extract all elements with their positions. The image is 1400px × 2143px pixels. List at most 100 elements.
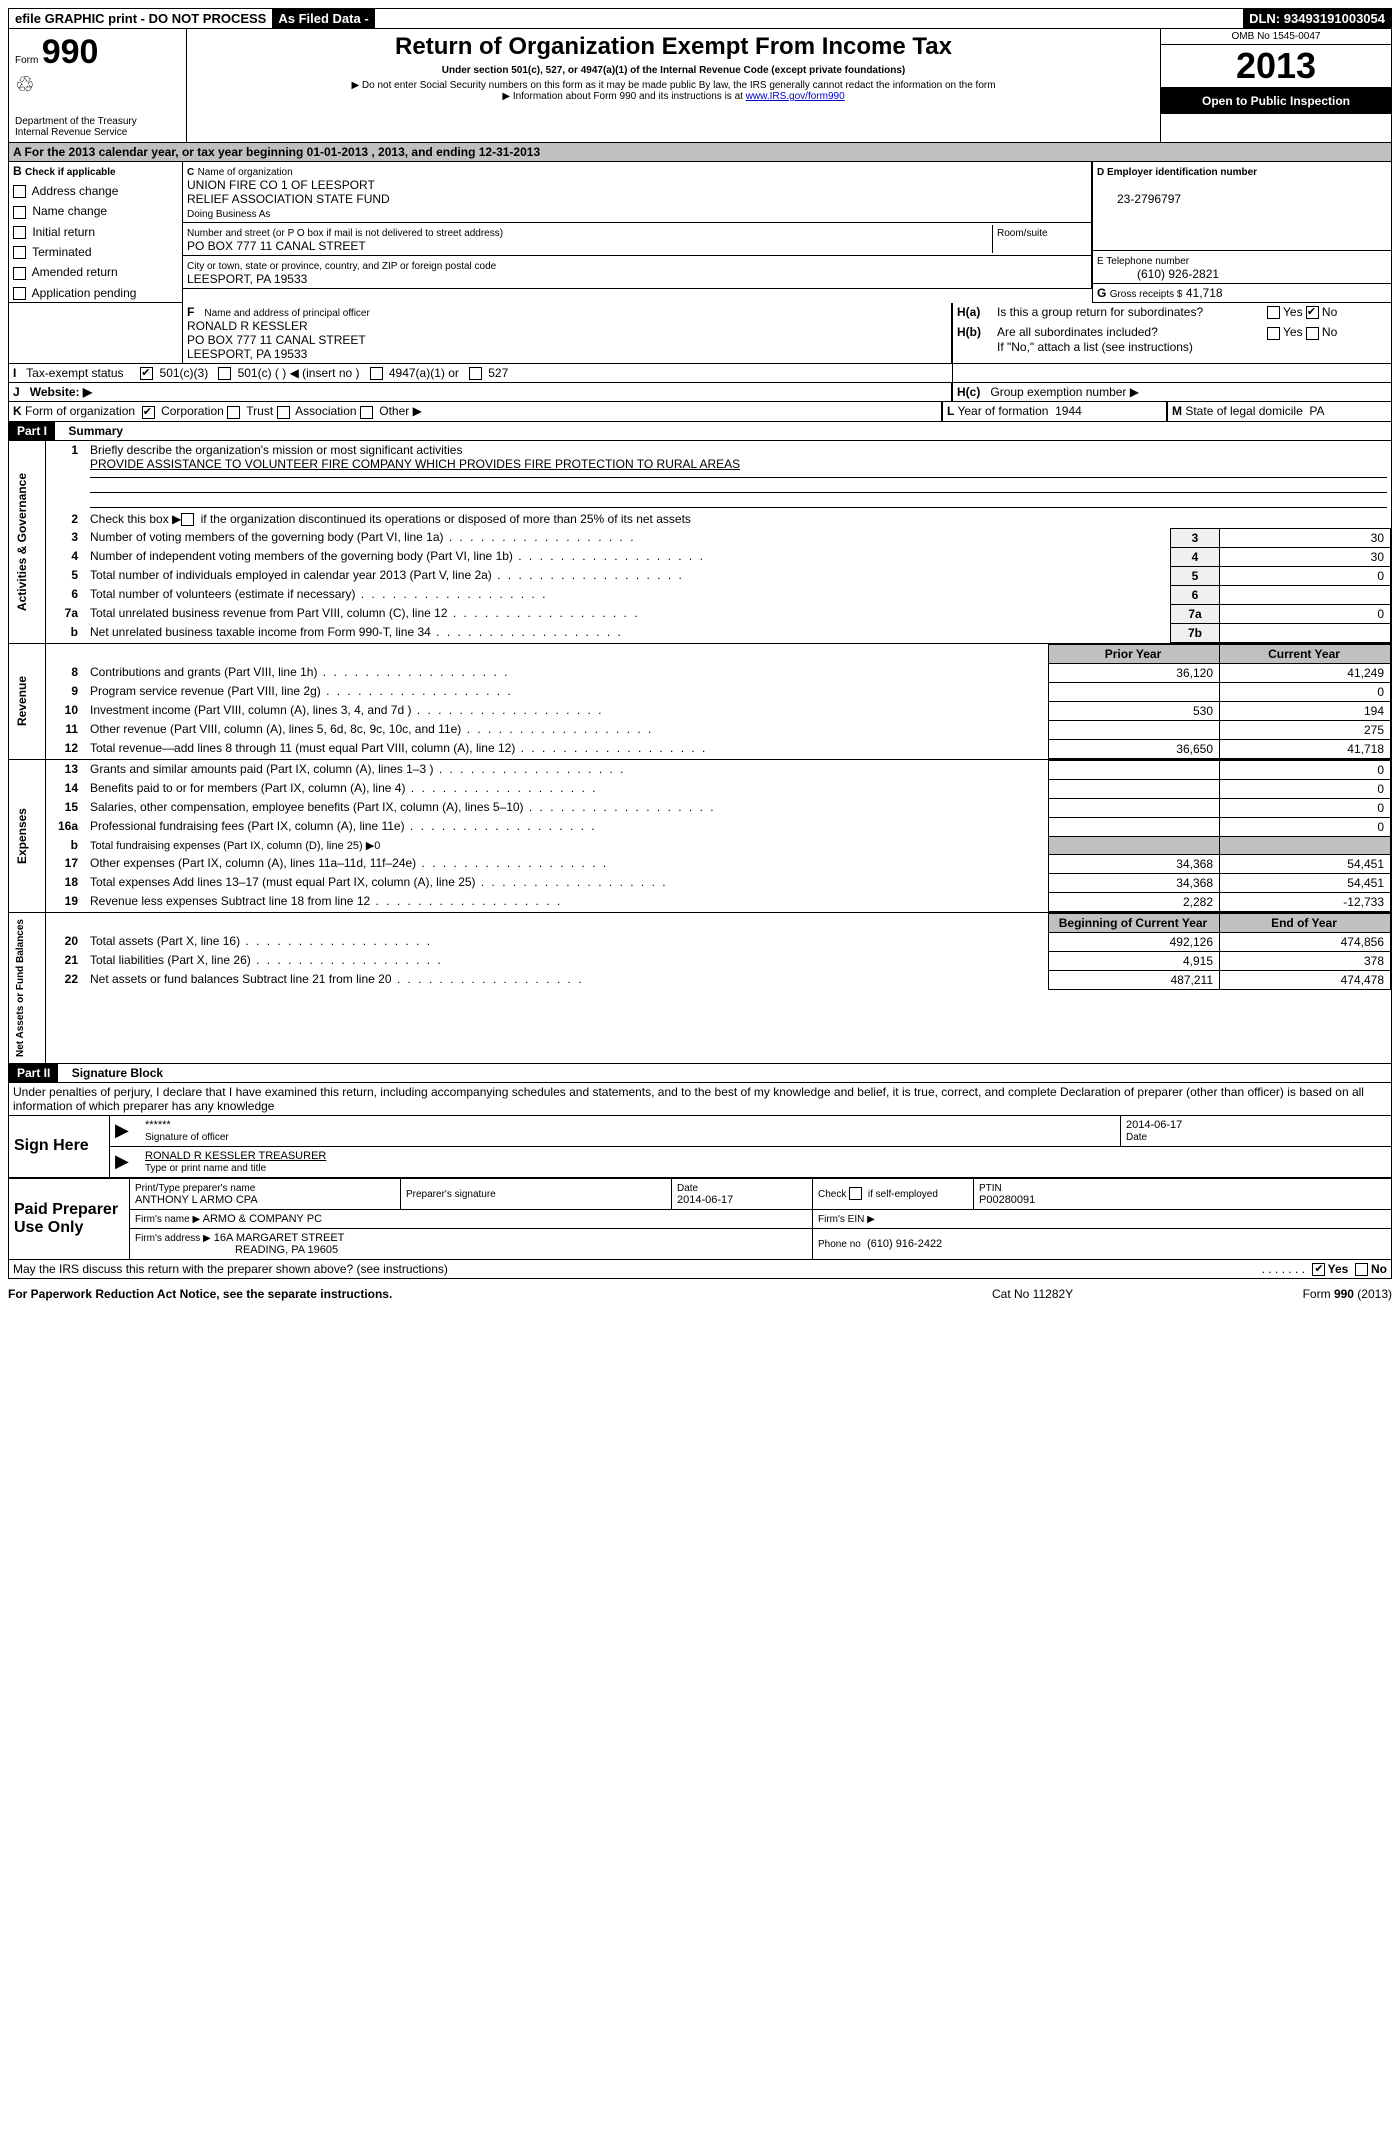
ha-text: Is this a group return for subordinates?: [997, 305, 1267, 319]
prep-date-label: Date: [677, 1183, 698, 1194]
row-j: J Website: ▶ H(c) Group exemption number…: [8, 383, 1392, 402]
side-netassets: Net Assets or Fund Balances: [13, 915, 28, 1061]
type-name-label: Type or print name and title: [145, 1163, 266, 1174]
firm-ein-label: Firm's EIN ▶: [818, 1214, 875, 1225]
m-label: M: [1172, 404, 1182, 418]
discuss-no: No: [1371, 1262, 1387, 1276]
prep-sig-label: Preparer's signature: [406, 1189, 496, 1200]
footer-left: For Paperwork Reduction Act Notice, see …: [8, 1287, 992, 1301]
firm-name: ARMO & COMPANY PC: [203, 1213, 322, 1225]
ha-no-checkbox[interactable]: [1306, 306, 1319, 319]
date-label: Date: [1126, 1132, 1147, 1143]
b-col-cont: [8, 303, 183, 364]
preparer-table: Paid Preparer Use Only Print/Type prepar…: [8, 1178, 1392, 1260]
phone: (610) 926-2821: [1097, 267, 1219, 281]
g-label: G: [1097, 286, 1106, 300]
self-emp-checkbox[interactable]: [849, 1187, 862, 1200]
ein: 23-2796797: [1097, 192, 1181, 206]
b-checkbox[interactable]: [13, 226, 26, 239]
part1-net: Net Assets or Fund Balances Beginning of…: [8, 913, 1392, 1064]
no-label-2: No: [1322, 325, 1337, 339]
i-527-checkbox[interactable]: [469, 367, 482, 380]
i-501c3-checkbox[interactable]: [140, 367, 153, 380]
firm-addr1: 16A MARGARET STREET: [214, 1232, 345, 1244]
hb-note-2: [953, 364, 1392, 383]
footer: For Paperwork Reduction Act Notice, see …: [8, 1287, 1392, 1301]
dept2: Internal Revenue Service: [15, 127, 180, 138]
dept1: Department of the Treasury: [15, 116, 180, 127]
j-label: J: [13, 385, 20, 399]
line2-checkbox[interactable]: [181, 513, 194, 526]
l-label: L: [947, 404, 954, 418]
k-opt-1: Trust: [246, 404, 273, 418]
yes-label-2: Yes: [1283, 325, 1303, 339]
irs-link[interactable]: www.IRS.gov/form990: [746, 91, 845, 102]
form-note1: ▶ Do not enter Social Security numbers o…: [193, 80, 1154, 91]
k-trust-checkbox[interactable]: [227, 406, 240, 419]
signature-table: Sign Here ▶ ****** Signature of officer …: [8, 1116, 1392, 1178]
b-item-label: Address change: [32, 184, 119, 198]
k-opt-2: Association: [295, 404, 356, 418]
c-name-label: Name of organization: [198, 167, 293, 178]
b-checkbox[interactable]: [13, 185, 26, 198]
b-item-label: Amended return: [32, 265, 118, 279]
b-checkbox[interactable]: [13, 246, 26, 259]
i-opt-1: 501(c) ( ) ◀ (insert no ): [238, 366, 360, 380]
b-item-label: Terminated: [32, 245, 91, 259]
sign-here: Sign Here: [9, 1116, 110, 1178]
b-checkbox[interactable]: [13, 206, 26, 219]
footer-mid: Cat No 11282Y: [992, 1287, 1192, 1301]
i-label: I: [13, 366, 16, 380]
l-text: Year of formation: [957, 404, 1048, 418]
side-governance: Activities & Governance: [13, 469, 31, 615]
row-k: K Form of organization Corporation Trust…: [8, 402, 1392, 421]
dba-label: Doing Business As: [187, 209, 270, 220]
part2-title: Signature Block: [62, 1066, 163, 1080]
m-text: State of legal domicile: [1185, 404, 1302, 418]
hb-no-checkbox[interactable]: [1306, 327, 1319, 340]
d-label: D Employer identification number: [1097, 167, 1257, 178]
k-text: Form of organization: [25, 404, 135, 418]
col-prior: Prior Year: [1049, 644, 1220, 663]
i-4947-checkbox[interactable]: [370, 367, 383, 380]
k-other-checkbox[interactable]: [360, 406, 373, 419]
dln-label: DLN:: [1249, 11, 1280, 26]
hb-yes-checkbox[interactable]: [1267, 327, 1280, 340]
line1-text: PROVIDE ASSISTANCE TO VOLUNTEER FIRE COM…: [90, 457, 740, 471]
tax-year: 2013: [1161, 45, 1391, 88]
ha-yes-checkbox[interactable]: [1267, 306, 1280, 319]
i-501c-checkbox[interactable]: [218, 367, 231, 380]
form-label: Form: [15, 55, 38, 66]
side-revenue: Revenue: [13, 672, 31, 730]
prep-date: 2014-06-17: [677, 1194, 733, 1206]
row-i: I Tax-exempt status 501(c)(3) 501(c) ( )…: [8, 364, 1392, 383]
c-label: C: [187, 167, 194, 178]
discuss-row: May the IRS discuss this return with the…: [8, 1260, 1392, 1279]
firm-addr2: READING, PA 19605: [135, 1244, 338, 1256]
j-text: Website: ▶: [30, 385, 92, 399]
form-title: Return of Organization Exempt From Incom…: [193, 33, 1154, 61]
asfiled-label: As Filed Data -: [272, 9, 374, 28]
b-checkbox[interactable]: [13, 267, 26, 280]
discuss-yes-checkbox[interactable]: [1312, 1263, 1325, 1276]
hc-label: H(c): [957, 385, 980, 399]
yes-label: Yes: [1283, 305, 1303, 319]
top-bar: efile GRAPHIC print - DO NOT PROCESS As …: [8, 8, 1392, 29]
hb-text: Are all subordinates included?: [997, 325, 1267, 339]
discuss-no-checkbox[interactable]: [1355, 1263, 1368, 1276]
b-checkbox[interactable]: [13, 287, 26, 300]
k-corp-checkbox[interactable]: [142, 406, 155, 419]
line1-label: Briefly describe the organization's miss…: [90, 443, 462, 457]
city: LEESPORT, PA 19533: [187, 272, 307, 286]
part1-title: Summary: [58, 424, 123, 438]
note2-pre: ▶ Information about Form 990 and its ins…: [502, 91, 745, 102]
discuss-yes: Yes: [1328, 1262, 1349, 1276]
i-opt-2: 4947(a)(1) or: [389, 366, 459, 380]
col-end: End of Year: [1220, 913, 1391, 932]
recycle-icon: ♲: [15, 72, 180, 98]
k-assoc-checkbox[interactable]: [277, 406, 290, 419]
f-label: F: [187, 305, 194, 319]
i-opt-3: 527: [488, 366, 508, 380]
k-opt-0: Corporation: [161, 404, 224, 418]
col-begin: Beginning of Current Year: [1049, 913, 1220, 932]
